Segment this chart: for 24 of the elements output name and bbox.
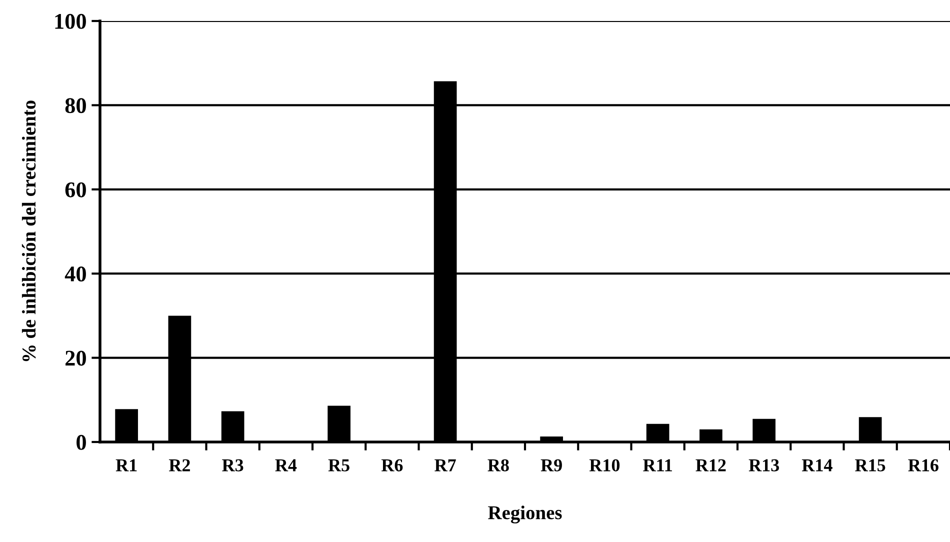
y-tick-label: 100 (55, 14, 86, 29)
x-tick-label: R14 (802, 459, 832, 472)
x-tick-label: R8 (488, 459, 509, 472)
x-tick-label: R9 (540, 459, 562, 472)
x-tick-label: R7 (434, 459, 456, 472)
y-tick-label: 60 (65, 182, 86, 198)
x-tick-label: R2 (168, 459, 190, 472)
x-tick-label: R5 (328, 459, 350, 472)
x-tick-label: R16 (908, 459, 938, 472)
x-tick-label: R15 (855, 459, 886, 472)
y-tick-label: 0 (76, 434, 86, 450)
y-tick-label: 20 (66, 350, 86, 366)
x-axis-title: Regiones (488, 506, 562, 524)
x-tick-label: R3 (222, 459, 244, 472)
x-tick-label: R12 (696, 459, 726, 472)
x-tick-label: R10 (589, 459, 620, 472)
x-tick-label: R6 (381, 459, 403, 472)
y-tick-label: 80 (65, 98, 86, 114)
y-axis-title: % de inhibición del crecimiento (22, 100, 36, 362)
x-tick-label: R4 (275, 459, 297, 472)
x-tick-label: R11 (643, 459, 672, 472)
y-tick-label: 40 (64, 266, 86, 282)
x-tick-label: R13 (748, 459, 779, 472)
x-tick-label: R1 (116, 459, 137, 472)
